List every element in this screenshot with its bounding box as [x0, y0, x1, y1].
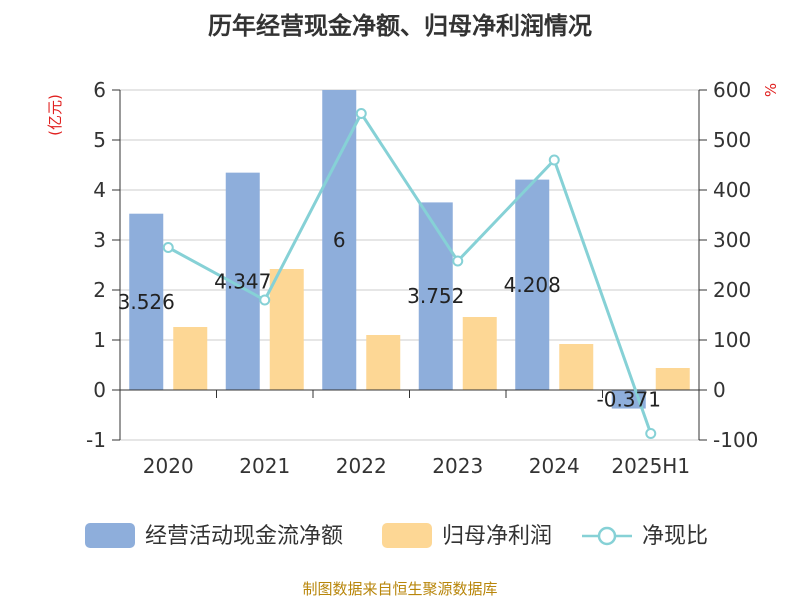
tick-labels: -1 -100 0 0 1 100 2 200 3 300 4 400 5 500 6 600 2020 2021… [86, 78, 758, 478]
legend-item-ratio[interactable]: 净现比 [582, 524, 708, 549]
left-axis-tick-label: 0 [93, 378, 106, 402]
left-axis-tick-label: 4 [93, 178, 106, 202]
cashflow-data-label: 3.526 [118, 290, 175, 314]
right-axis-unit: % [762, 83, 780, 97]
left-axis-tick-label: 6 [93, 78, 106, 102]
legend-swatch-ratio-marker [597, 526, 617, 546]
net-profit-bar[interactable] [462, 317, 497, 390]
ratio-point[interactable] [355, 108, 367, 119]
legend: 经营活动现金流净额 归母净利润 净现比 [85, 523, 708, 549]
legend-swatch-cashflow [85, 523, 135, 548]
x-axis-tick-label: 2022 [336, 454, 387, 478]
net-profit-bar[interactable] [559, 344, 594, 390]
right-axis-tick-label: 500 [713, 128, 751, 152]
source-note: 制图数据来自恒生聚源数据库 [302, 580, 497, 598]
right-axis-tick-label: 600 [713, 78, 751, 102]
cashflow-data-label: 4.208 [504, 273, 561, 297]
cashflow-bar[interactable] [129, 213, 164, 390]
left-axis-unit: (亿元) [46, 94, 64, 136]
net-profit-bar[interactable] [173, 327, 208, 390]
chart-title: 历年经营现金净额、归母净利润情况 [208, 12, 592, 40]
right-axis-tick-label: 400 [713, 178, 751, 202]
cashflow-data-label: 6 [333, 228, 346, 252]
axes [112, 89, 707, 441]
bars [129, 90, 690, 409]
cashflow-bar[interactable] [322, 90, 357, 390]
ratio-point[interactable] [645, 428, 657, 439]
legend-item-cashflow[interactable]: 经营活动现金流净额 [85, 523, 343, 549]
x-axis-tick-label: 2024 [529, 454, 580, 478]
x-axis-tick-label: 2021 [239, 454, 290, 478]
legend-label-ratio: 净现比 [642, 524, 708, 549]
x-axis-tick-label: 2023 [432, 454, 483, 478]
data-labels: 3.526 4.347 6 3.752 4.208 -0.371 [118, 228, 661, 412]
legend-item-net-profit[interactable]: 归母净利润 [382, 523, 552, 549]
ratio-point[interactable] [162, 242, 174, 253]
net-profit-bar[interactable] [655, 368, 690, 390]
legend-swatch-net-profit [382, 523, 432, 548]
x-axis-tick-label: 2025H1 [611, 454, 690, 478]
left-axis-tick-label: -1 [86, 428, 106, 452]
right-axis-tick-label: 100 [713, 328, 751, 352]
ratio-line-path [167, 112, 653, 434]
right-axis-tick-label: 0 [713, 378, 726, 402]
ratio-point[interactable] [259, 294, 271, 306]
cashflow-data-label: 4.347 [214, 269, 271, 293]
right-axis-tick-label: 200 [713, 278, 751, 302]
net-profit-bar[interactable] [366, 335, 401, 390]
left-axis-tick-label: 1 [93, 328, 106, 352]
ratio-point[interactable] [548, 154, 560, 166]
ratio-line [162, 108, 657, 439]
ratio-point[interactable] [452, 255, 464, 267]
left-axis-tick-label: 2 [93, 278, 106, 302]
legend-label-net-profit: 归母净利润 [442, 524, 552, 549]
right-axis-tick-label: 300 [713, 228, 751, 252]
cashflow-bar[interactable] [515, 179, 550, 390]
left-axis-tick-label: 5 [93, 128, 106, 152]
net-profit-bar[interactable] [269, 269, 304, 390]
cashflow-data-label: 3.752 [407, 284, 464, 308]
x-axis-tick-label: 2020 [143, 454, 194, 478]
cashflow-bar[interactable] [418, 202, 453, 390]
right-axis-tick-label: -100 [713, 428, 758, 452]
cashflow-data-label: -0.371 [597, 388, 661, 412]
left-axis-tick-label: 3 [93, 228, 106, 252]
legend-label-cashflow: 经营活动现金流净额 [145, 524, 343, 549]
